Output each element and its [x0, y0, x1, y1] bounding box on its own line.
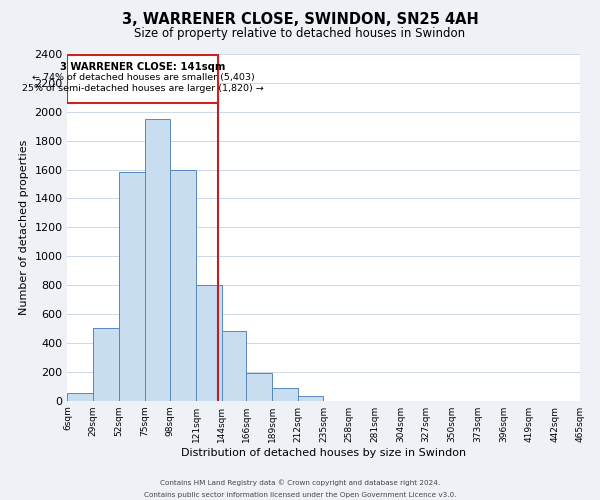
Bar	[93, 328, 119, 400]
Text: ← 74% of detached houses are smaller (5,403): ← 74% of detached houses are smaller (5,…	[32, 73, 254, 82]
Bar	[196, 285, 222, 401]
Bar	[67, 394, 93, 400]
FancyBboxPatch shape	[67, 56, 218, 103]
X-axis label: Distribution of detached houses by size in Swindon: Distribution of detached houses by size …	[181, 448, 467, 458]
Text: 25% of semi-detached houses are larger (1,820) →: 25% of semi-detached houses are larger (…	[22, 84, 264, 92]
Text: Contains public sector information licensed under the Open Government Licence v3: Contains public sector information licen…	[144, 492, 456, 498]
Y-axis label: Number of detached properties: Number of detached properties	[19, 140, 29, 315]
Bar	[222, 332, 247, 400]
Bar	[247, 374, 272, 400]
Bar	[272, 388, 298, 400]
Text: 3, WARRENER CLOSE, SWINDON, SN25 4AH: 3, WARRENER CLOSE, SWINDON, SN25 4AH	[122, 12, 478, 28]
Bar	[145, 119, 170, 400]
Bar	[119, 172, 145, 400]
Text: 3 WARRENER CLOSE: 141sqm: 3 WARRENER CLOSE: 141sqm	[60, 62, 226, 72]
Text: Contains HM Land Registry data © Crown copyright and database right 2024.: Contains HM Land Registry data © Crown c…	[160, 480, 440, 486]
Text: Size of property relative to detached houses in Swindon: Size of property relative to detached ho…	[134, 28, 466, 40]
Bar	[170, 170, 196, 400]
Bar	[298, 396, 323, 400]
